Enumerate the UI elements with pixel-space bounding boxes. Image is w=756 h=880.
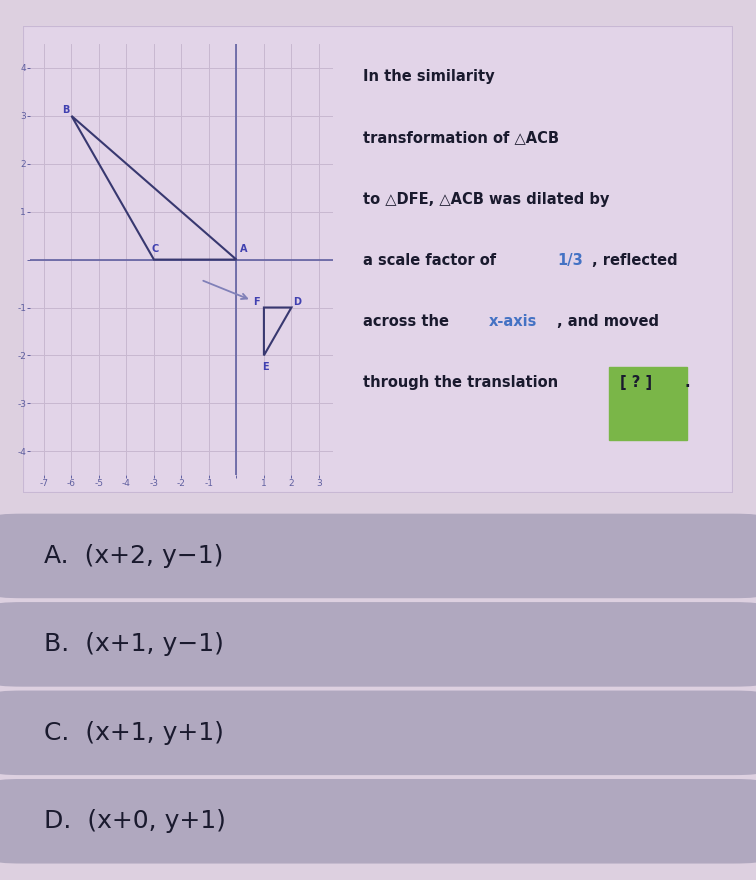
Text: , reflected: , reflected <box>592 253 678 268</box>
Text: through the translation: through the translation <box>363 376 562 391</box>
Text: to △DFE, △ACB was dilated by: to △DFE, △ACB was dilated by <box>363 192 609 207</box>
Text: C.  (x+1, y+1): C. (x+1, y+1) <box>44 721 224 744</box>
Text: [ ? ]: [ ? ] <box>620 376 652 391</box>
Text: transformation of △ACB: transformation of △ACB <box>363 130 559 145</box>
FancyBboxPatch shape <box>0 603 756 686</box>
Text: across the: across the <box>363 314 454 329</box>
Text: E: E <box>262 362 269 371</box>
Text: a scale factor of: a scale factor of <box>363 253 500 268</box>
Text: D: D <box>293 297 302 307</box>
Text: B.  (x+1, y−1): B. (x+1, y−1) <box>44 633 224 656</box>
Text: A.  (x+2, y−1): A. (x+2, y−1) <box>44 544 223 568</box>
Text: .: . <box>685 376 690 391</box>
Text: D.  (x+0, y+1): D. (x+0, y+1) <box>44 810 226 833</box>
Text: In the similarity: In the similarity <box>363 70 494 84</box>
FancyBboxPatch shape <box>609 367 686 440</box>
FancyBboxPatch shape <box>0 780 756 862</box>
Text: A: A <box>240 244 247 253</box>
FancyBboxPatch shape <box>0 514 756 598</box>
Text: B: B <box>62 106 70 115</box>
Text: , and moved: , and moved <box>557 314 659 329</box>
FancyBboxPatch shape <box>23 26 733 493</box>
Text: F: F <box>253 297 259 307</box>
Text: C: C <box>151 244 159 253</box>
Text: x-axis: x-axis <box>488 314 537 329</box>
Text: 1/3: 1/3 <box>557 253 583 268</box>
FancyBboxPatch shape <box>0 692 756 774</box>
